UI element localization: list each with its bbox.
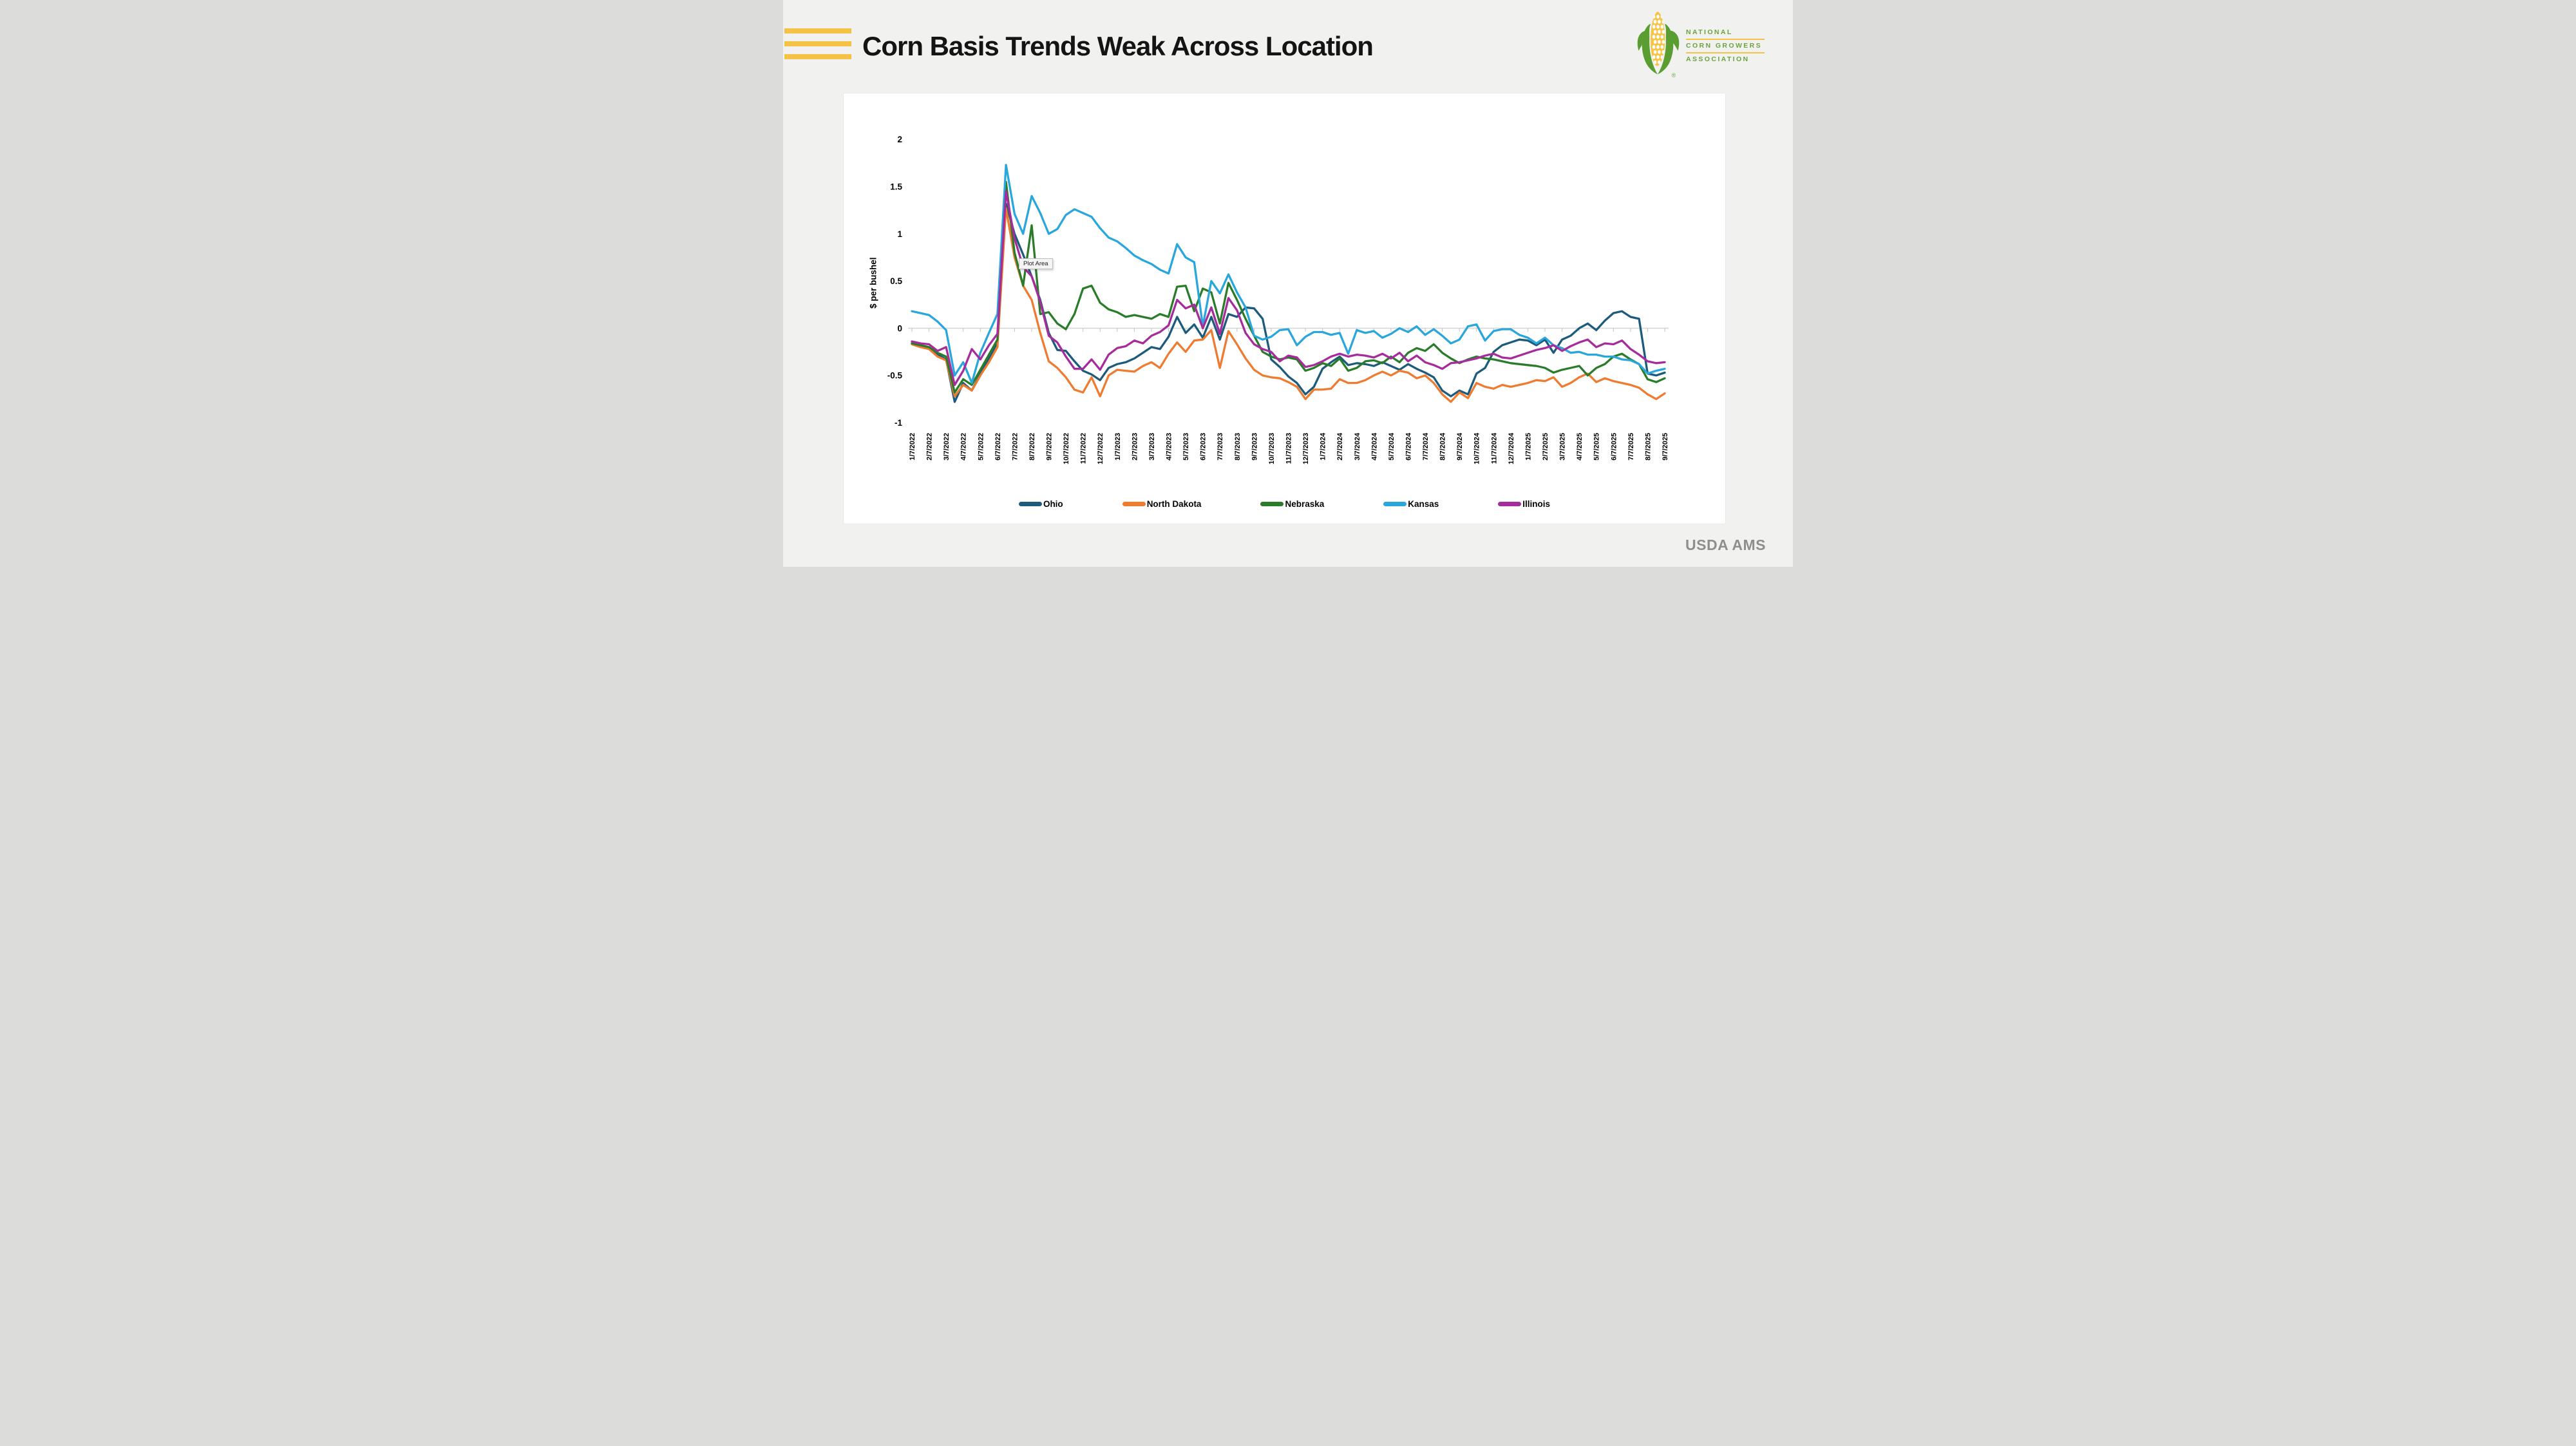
legend-item-kansas[interactable]: Kansas: [1383, 499, 1439, 509]
series-line-illinois[interactable]: [911, 190, 1666, 386]
svg-text:6/7/2023: 6/7/2023: [1200, 433, 1208, 461]
svg-text:3/7/2022: 3/7/2022: [943, 433, 951, 461]
logo-rule: [1686, 52, 1765, 53]
svg-text:8/7/2023: 8/7/2023: [1234, 433, 1242, 461]
svg-text:2: 2: [897, 135, 902, 144]
series-line-kansas[interactable]: [911, 164, 1666, 385]
chart-legend: Ohio North Dakota Nebraska Kansas Illino…: [844, 499, 1725, 509]
svg-text:5/7/2023: 5/7/2023: [1182, 433, 1190, 461]
legend-swatch-nebraska: [1260, 502, 1284, 506]
legend-swatch-illinois: [1498, 502, 1522, 506]
svg-text:8/7/2024: 8/7/2024: [1439, 432, 1447, 461]
svg-text:7/7/2024: 7/7/2024: [1422, 432, 1430, 461]
ncga-logo-text: NATIONAL CORN GROWERS ASSOCIATION: [1686, 28, 1765, 64]
basis-line-chart[interactable]: 2 1.5 1 0.5 0 -0.5 -1 1/7/2022 2/7/2022 3/7/2022 4…: [844, 93, 1725, 524]
svg-text:12/7/2024: 12/7/2024: [1508, 432, 1515, 464]
legend-item-ohio[interactable]: Ohio: [1018, 499, 1063, 509]
slide: Corn Basis Trends Weak Across Location ®…: [783, 0, 1793, 567]
svg-text:1: 1: [897, 229, 902, 239]
svg-text:7/7/2023: 7/7/2023: [1217, 433, 1224, 461]
legend-item-north-dakota[interactable]: North Dakota: [1122, 499, 1201, 509]
svg-text:7/7/2025: 7/7/2025: [1627, 433, 1635, 461]
source-credit: USDA AMS: [1685, 537, 1766, 553]
svg-text:8/7/2025: 8/7/2025: [1644, 433, 1652, 461]
logo-rule: [1686, 38, 1765, 40]
series-line-nebraska[interactable]: [911, 180, 1666, 394]
svg-text:5/7/2025: 5/7/2025: [1593, 433, 1601, 461]
series-line-north-dakota[interactable]: [911, 207, 1666, 403]
accent-bar-icon: [784, 41, 851, 46]
svg-text:10/7/2023: 10/7/2023: [1268, 433, 1276, 464]
svg-text:4/7/2022: 4/7/2022: [960, 433, 968, 461]
svg-text:11/7/2024: 11/7/2024: [1490, 432, 1498, 464]
x-axis-labels: 1/7/2022 2/7/2022 3/7/2022 4/7/2022 5/7/2022…: [909, 432, 1669, 464]
legend-item-nebraska[interactable]: Nebraska: [1260, 499, 1324, 509]
svg-text:4/7/2024: 4/7/2024: [1370, 432, 1378, 461]
svg-text:2/7/2025: 2/7/2025: [1542, 433, 1549, 461]
legend-item-illinois[interactable]: Illinois: [1498, 499, 1550, 509]
svg-text:9/7/2022: 9/7/2022: [1046, 433, 1054, 461]
svg-text:3/7/2023: 3/7/2023: [1148, 433, 1156, 461]
svg-text:1/7/2023: 1/7/2023: [1114, 433, 1122, 461]
y-axis-labels: 2 1.5 1 0.5 0 -0.5 -1: [887, 135, 903, 428]
svg-text:0: 0: [897, 323, 902, 333]
svg-text:8/7/2022: 8/7/2022: [1028, 433, 1036, 461]
accent-bar-icon: [784, 54, 851, 59]
svg-text:2/7/2023: 2/7/2023: [1131, 433, 1139, 461]
logo-line-3: ASSOCIATION: [1686, 55, 1750, 63]
svg-text:-0.5: -0.5: [887, 371, 903, 381]
svg-text:12/7/2022: 12/7/2022: [1097, 433, 1104, 464]
corn-cob-icon: ®: [1637, 11, 1680, 79]
svg-text:0.5: 0.5: [890, 276, 902, 286]
svg-text:11/7/2023: 11/7/2023: [1285, 433, 1293, 464]
logo-line-1: NATIONAL: [1686, 28, 1733, 36]
svg-text:11/7/2022: 11/7/2022: [1080, 433, 1088, 464]
svg-text:1.5: 1.5: [890, 182, 902, 192]
legend-swatch-ohio: [1018, 502, 1042, 506]
ncga-logo: ® NATIONAL CORN GROWERS ASSOCIATION: [1636, 8, 1765, 84]
svg-text:4/7/2025: 4/7/2025: [1576, 433, 1584, 461]
svg-text:3/7/2025: 3/7/2025: [1559, 433, 1567, 461]
svg-text:2/7/2022: 2/7/2022: [926, 433, 934, 461]
svg-text:3/7/2024: 3/7/2024: [1354, 432, 1361, 461]
svg-text:10/7/2024: 10/7/2024: [1473, 432, 1481, 464]
legend-swatch-north-dakota: [1122, 502, 1146, 506]
page-title: Corn Basis Trends Weak Across Location: [862, 31, 1374, 61]
svg-text:6/7/2025: 6/7/2025: [1610, 433, 1618, 461]
plot-area-tooltip: Plot Area: [1019, 258, 1053, 269]
chart-panel: $ per bushel 2 1.5 1 0.5 0 -0.5 -1 1/7/2022 2/7/…: [844, 93, 1725, 524]
svg-text:1/7/2024: 1/7/2024: [1320, 432, 1327, 461]
svg-text:6/7/2024: 6/7/2024: [1405, 432, 1412, 461]
svg-text:4/7/2023: 4/7/2023: [1166, 433, 1173, 461]
legend-swatch-kansas: [1383, 502, 1407, 506]
svg-text:7/7/2022: 7/7/2022: [1011, 433, 1019, 461]
svg-text:-1: -1: [895, 418, 902, 428]
svg-text:1/7/2025: 1/7/2025: [1524, 433, 1532, 461]
logo-line-2: CORN GROWERS: [1686, 41, 1763, 50]
svg-text:1/7/2022: 1/7/2022: [909, 433, 916, 461]
svg-text:2/7/2024: 2/7/2024: [1336, 432, 1344, 461]
svg-text:5/7/2022: 5/7/2022: [977, 433, 985, 461]
svg-text:9/7/2025: 9/7/2025: [1662, 433, 1669, 461]
accent-bar-icon: [784, 28, 851, 33]
svg-text:6/7/2022: 6/7/2022: [994, 433, 1002, 461]
registered-mark: ®: [1672, 72, 1676, 79]
corn-kernels: [1652, 14, 1665, 64]
svg-text:9/7/2024: 9/7/2024: [1456, 432, 1464, 461]
svg-text:10/7/2022: 10/7/2022: [1063, 433, 1070, 464]
svg-text:5/7/2024: 5/7/2024: [1388, 432, 1396, 461]
svg-text:12/7/2023: 12/7/2023: [1302, 433, 1310, 464]
svg-text:9/7/2023: 9/7/2023: [1251, 433, 1258, 461]
